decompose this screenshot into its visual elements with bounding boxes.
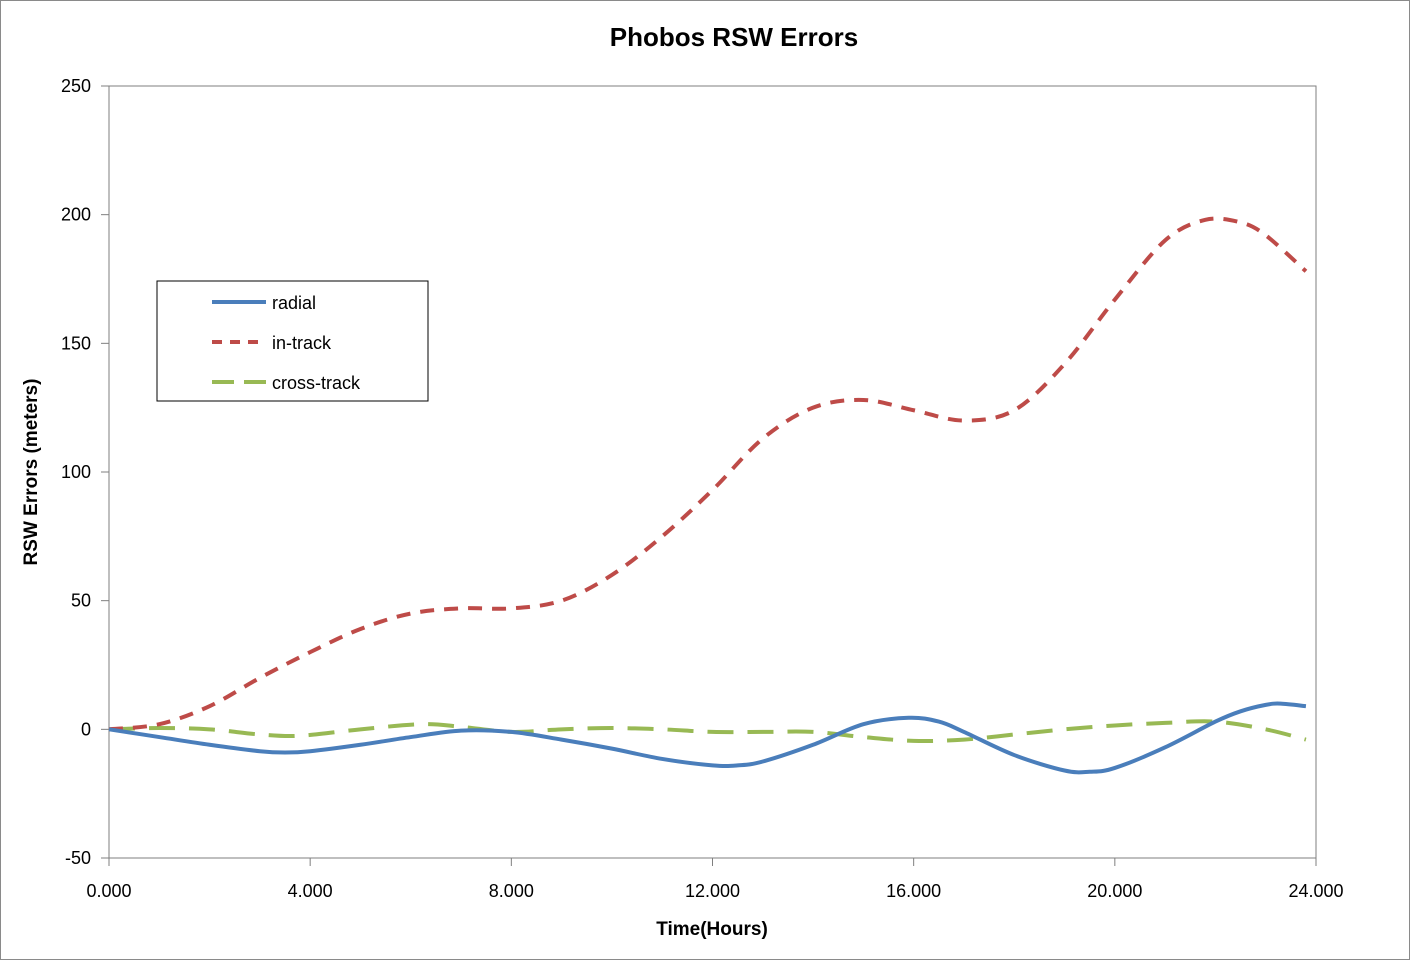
y-tick-label: 250: [61, 76, 91, 96]
x-tick-label: 4.000: [288, 881, 333, 901]
series-line-radial: [108, 701, 1307, 775]
x-axis: 0.000 4.000 8.000 12.000 16.000 20.000 24.000: [86, 857, 1344, 901]
series-line-in-track: [108, 216, 1308, 732]
y-tick-label: 100: [61, 462, 91, 482]
y-tick-label: 50: [71, 591, 91, 611]
plot-area: [108, 85, 1317, 859]
x-axis-title: Time(Hours): [656, 919, 768, 940]
x-tick-label: 16.000: [886, 881, 941, 901]
legend-label-in-track: in-track: [272, 333, 332, 353]
y-tick-label: 200: [61, 205, 91, 225]
legend-label-cross-track: cross-track: [272, 373, 361, 393]
legend-label-radial: radial: [272, 293, 316, 313]
x-tick-label: 24.000: [1288, 881, 1343, 901]
legend: radial in-track cross-track: [156, 280, 429, 402]
legend-box: [156, 280, 429, 402]
y-axis: -50 0 50 100 150 200 250: [61, 76, 110, 868]
x-tick-label: 12.000: [685, 881, 740, 901]
y-tick-label: 150: [61, 333, 91, 353]
chart-title: Phobos RSW Errors: [610, 22, 858, 52]
x-tick-label: 8.000: [489, 881, 534, 901]
y-tick-label: -50: [65, 848, 91, 868]
y-axis-title: RSW Errors (meters): [21, 379, 42, 566]
x-tick-label: 0.000: [86, 881, 131, 901]
y-tick-label: 0: [81, 719, 91, 739]
series-line-cross-track: [108, 719, 1307, 744]
x-tick-label: 20.000: [1087, 881, 1142, 901]
series-layer: [108, 216, 1308, 775]
